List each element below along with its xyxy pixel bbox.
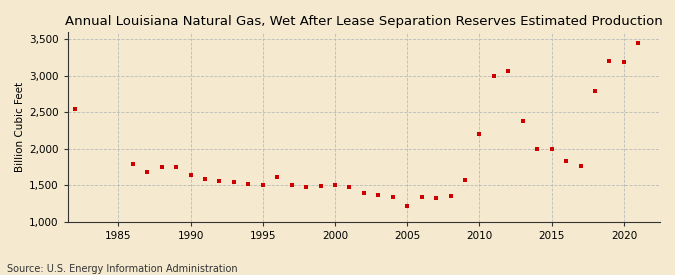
Point <box>70 106 80 111</box>
Point <box>387 195 398 199</box>
Point <box>329 183 340 188</box>
Point <box>446 194 456 198</box>
Point <box>431 196 441 200</box>
Title: Annual Louisiana Natural Gas, Wet After Lease Separation Reserves Estimated Prod: Annual Louisiana Natural Gas, Wet After … <box>65 15 663 28</box>
Point <box>589 89 600 93</box>
Point <box>402 204 412 209</box>
Point <box>489 73 500 78</box>
Point <box>301 185 312 190</box>
Point <box>546 147 557 152</box>
Point <box>517 119 528 123</box>
Point <box>315 184 326 188</box>
Point <box>257 183 268 188</box>
Point <box>618 60 629 64</box>
Point <box>286 183 297 188</box>
Point <box>474 132 485 136</box>
Point <box>200 177 211 182</box>
Y-axis label: Billion Cubic Feet: Billion Cubic Feet <box>15 82 25 172</box>
Point <box>128 162 138 166</box>
Point <box>157 165 167 169</box>
Text: Source: U.S. Energy Information Administration: Source: U.S. Energy Information Administ… <box>7 264 238 274</box>
Point <box>272 175 283 179</box>
Point <box>561 159 572 163</box>
Point <box>142 170 153 174</box>
Point <box>604 59 615 63</box>
Point <box>185 173 196 177</box>
Point <box>344 185 355 189</box>
Point <box>532 147 543 151</box>
Point <box>416 195 427 199</box>
Point <box>460 178 470 182</box>
Point <box>171 165 182 169</box>
Point <box>575 164 586 169</box>
Point <box>503 68 514 73</box>
Point <box>243 182 254 187</box>
Point <box>373 193 384 198</box>
Point <box>633 41 644 45</box>
Point <box>229 180 240 185</box>
Point <box>214 179 225 183</box>
Point <box>358 191 369 196</box>
